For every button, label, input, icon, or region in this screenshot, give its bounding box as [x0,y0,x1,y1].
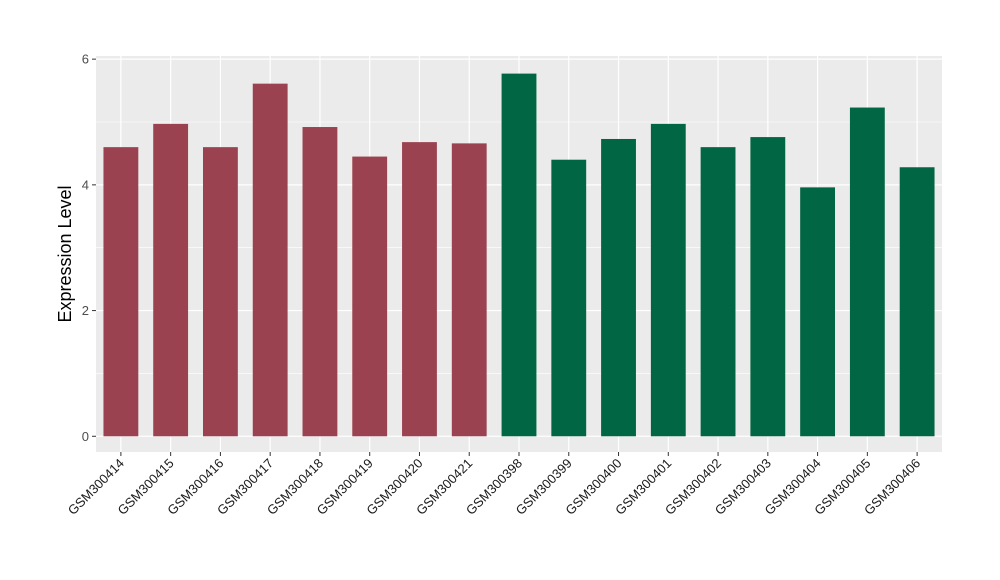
bar [849,107,885,437]
bar [202,147,238,437]
bar [501,73,537,437]
bar [551,159,587,437]
bar [302,127,338,437]
bar [451,143,487,437]
bar [650,123,686,437]
bar [899,167,935,437]
y-tick-label: 0 [82,429,89,444]
bar [700,147,736,437]
bar [352,156,388,437]
bar [103,147,139,437]
bar [252,83,288,437]
y-axis: 0 2 4 6 [82,52,96,444]
y-tick-label: 6 [82,52,89,67]
bar [750,137,786,437]
bar [800,187,836,437]
bars [103,73,935,437]
y-tick-label: 2 [82,303,89,318]
bar [402,142,437,437]
x-axis: GSM300414GSM300415GSM300416GSM300417GSM3… [65,452,923,518]
y-tick-label: 4 [82,177,89,192]
bar [153,123,189,437]
bar [601,138,636,437]
y-axis-title: Expression Level [55,185,75,322]
